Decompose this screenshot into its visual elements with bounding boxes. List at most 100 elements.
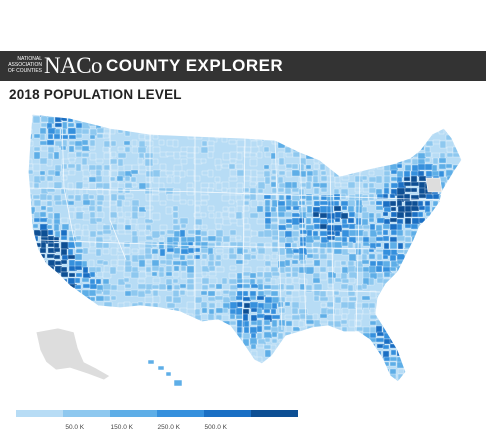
- county-cell[interactable]: [124, 307, 133, 314]
- county-cell[interactable]: [179, 289, 186, 296]
- county-cell[interactable]: [271, 368, 278, 374]
- county-cell[interactable]: [96, 271, 104, 278]
- county-cell[interactable]: [123, 313, 132, 322]
- county-cell[interactable]: [200, 259, 207, 267]
- county-cell[interactable]: [326, 140, 335, 146]
- county-cell[interactable]: [397, 145, 404, 152]
- county-cell[interactable]: [250, 254, 257, 260]
- county-cell[interactable]: [271, 253, 278, 260]
- county-cell[interactable]: [257, 247, 266, 255]
- county-cell[interactable]: [396, 319, 404, 327]
- county-cell[interactable]: [340, 115, 349, 121]
- county-cell[interactable]: [390, 134, 399, 141]
- county-cell[interactable]: [438, 157, 447, 164]
- county-cell[interactable]: [165, 206, 173, 215]
- county-cell[interactable]: [152, 295, 161, 304]
- county-cell[interactable]: [347, 355, 357, 363]
- county-cell[interactable]: [460, 374, 468, 380]
- county-cell[interactable]: [369, 307, 376, 314]
- county-cell[interactable]: [46, 206, 54, 213]
- county-cell[interactable]: [271, 302, 278, 310]
- county-cell[interactable]: [334, 121, 344, 127]
- county-cell[interactable]: [417, 307, 425, 316]
- county-cell[interactable]: [207, 205, 215, 212]
- county-cell[interactable]: [361, 151, 371, 160]
- county-cell[interactable]: [285, 236, 295, 244]
- county-cell[interactable]: [104, 387, 112, 394]
- county-cell[interactable]: [291, 368, 301, 377]
- county-cell[interactable]: [438, 170, 445, 178]
- county-cell[interactable]: [263, 325, 272, 331]
- county-cell[interactable]: [40, 277, 48, 285]
- county-cell[interactable]: [334, 236, 343, 242]
- county-cell[interactable]: [27, 356, 34, 362]
- county-cell[interactable]: [173, 247, 181, 255]
- county-cell[interactable]: [347, 290, 356, 297]
- county-cell[interactable]: [341, 362, 348, 368]
- county-cell[interactable]: [172, 289, 180, 298]
- county-cell[interactable]: [291, 217, 301, 226]
- county-cell[interactable]: [229, 218, 239, 224]
- county-cell[interactable]: [264, 361, 273, 370]
- county-cell[interactable]: [102, 343, 111, 351]
- county-cell[interactable]: [173, 265, 180, 272]
- county-cell[interactable]: [277, 349, 285, 355]
- county-cell[interactable]: [47, 283, 54, 290]
- county-cell[interactable]: [124, 193, 134, 199]
- county-cell[interactable]: [348, 344, 355, 351]
- county-cell[interactable]: [39, 140, 48, 146]
- county-cell[interactable]: [270, 122, 279, 128]
- county-cell[interactable]: [319, 332, 326, 338]
- county-cell[interactable]: [404, 110, 413, 118]
- county-cell[interactable]: [158, 241, 165, 250]
- county-cell[interactable]: [242, 271, 252, 277]
- county-cell[interactable]: [60, 283, 67, 292]
- county-cell[interactable]: [179, 199, 187, 205]
- county-cell[interactable]: [109, 211, 118, 219]
- county-cell[interactable]: [270, 355, 280, 363]
- county-cell[interactable]: [432, 235, 441, 244]
- county-cell[interactable]: [389, 217, 398, 223]
- county-cell[interactable]: [124, 374, 134, 382]
- county-cell[interactable]: [383, 380, 390, 385]
- county-cell[interactable]: [103, 313, 111, 322]
- county-cell[interactable]: [320, 151, 328, 159]
- county-cell[interactable]: [278, 133, 287, 139]
- county-cell[interactable]: [312, 338, 322, 346]
- county-cell[interactable]: [159, 331, 168, 339]
- county-cell[interactable]: [242, 115, 252, 124]
- county-cell[interactable]: [319, 182, 328, 189]
- county-cell[interactable]: [179, 356, 187, 365]
- county-cell[interactable]: [32, 223, 39, 229]
- county-cell[interactable]: [88, 176, 97, 183]
- county-cell[interactable]: [243, 121, 252, 128]
- county-cell[interactable]: [326, 128, 336, 137]
- county-cell[interactable]: [305, 217, 312, 225]
- county-cell[interactable]: [404, 314, 411, 322]
- county-cell[interactable]: [285, 379, 293, 386]
- county-cell[interactable]: [417, 241, 427, 247]
- county-cell[interactable]: [431, 247, 441, 253]
- county-cell[interactable]: [68, 157, 76, 163]
- county-cell[interactable]: [172, 260, 182, 266]
- county-cell[interactable]: [124, 386, 131, 392]
- county-cell[interactable]: [173, 349, 180, 358]
- county-cell[interactable]: [327, 355, 335, 361]
- county-cell[interactable]: [319, 374, 327, 381]
- county-cell[interactable]: [424, 361, 431, 368]
- county-cell[interactable]: [172, 139, 179, 148]
- county-cell[interactable]: [291, 139, 300, 145]
- county-cell[interactable]: [208, 111, 218, 118]
- county-cell[interactable]: [137, 110, 145, 117]
- county-cell[interactable]: [278, 230, 286, 238]
- county-cell[interactable]: [95, 314, 105, 320]
- county-cell[interactable]: [75, 272, 83, 278]
- county-cell[interactable]: [404, 236, 412, 243]
- county-cell[interactable]: [305, 111, 313, 116]
- county-cell[interactable]: [256, 110, 265, 118]
- county-cell[interactable]: [270, 284, 280, 291]
- county-cell[interactable]: [278, 356, 286, 365]
- county-cell[interactable]: [138, 271, 147, 279]
- county-cell[interactable]: [96, 187, 104, 195]
- county-cell[interactable]: [382, 295, 389, 301]
